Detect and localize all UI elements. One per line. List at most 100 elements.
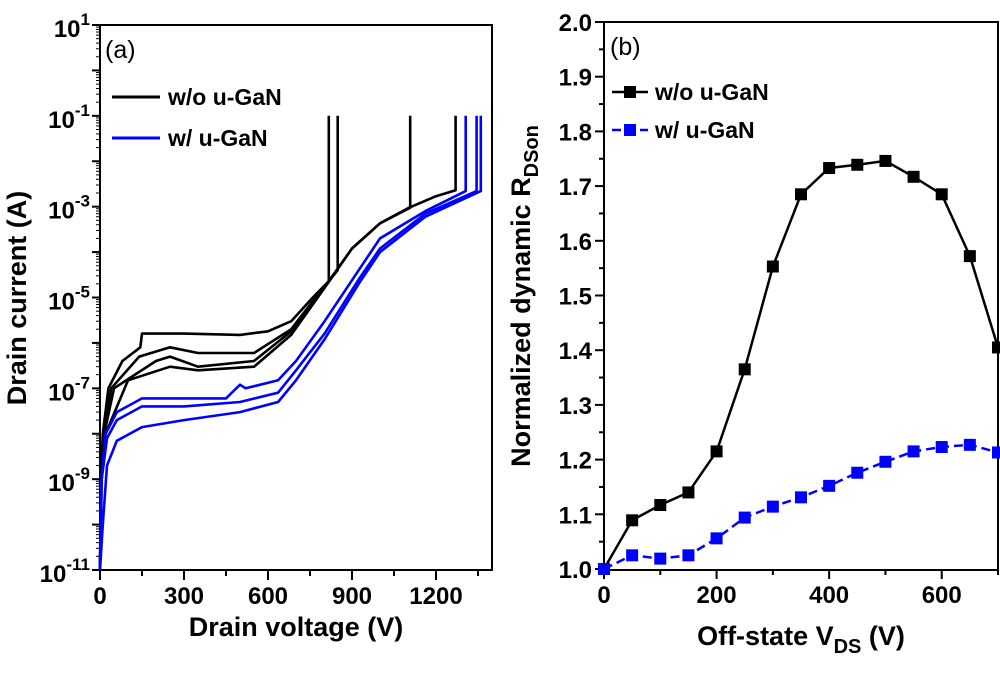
y-tick-label-a: 10-5 — [48, 283, 90, 316]
panel-a-label: (a) — [105, 36, 136, 64]
data-point — [626, 549, 639, 562]
curve-without-u-gan — [98, 115, 331, 571]
y-tick-base: 10 — [48, 198, 75, 225]
y-tick-exp: -11 — [66, 555, 90, 574]
panel-a-axes-frame — [99, 24, 493, 571]
data-point — [823, 479, 836, 492]
data-point — [710, 532, 723, 545]
data-point — [626, 514, 639, 527]
x-tick-label-a: 1200 — [409, 583, 462, 610]
curve-without-u-gan — [98, 115, 457, 571]
y-tick-label-a: 10-3 — [48, 192, 90, 225]
x-tick-label-b: 400 — [809, 582, 849, 609]
y-tick-label-b: 1.8 — [559, 119, 592, 146]
y-tick-base: 10 — [48, 289, 75, 316]
data-point — [963, 250, 976, 263]
x-tick-label-a: 900 — [332, 583, 372, 610]
y-tick-exp: -7 — [75, 373, 90, 392]
y-tick-label-b: 1.0 — [559, 557, 592, 584]
panel-b: 0 200 400 600 1.0 1.1 1.2 1.3 1.4 1.5 1.6 1.7 1.8 1.9… — [506, 10, 1000, 658]
y-tick-base: 10 — [48, 470, 75, 497]
curve-without-u-gan — [98, 115, 412, 571]
data-point — [682, 549, 695, 562]
y-tick-label-b: 1.4 — [559, 338, 593, 365]
data-point — [879, 154, 892, 167]
x-axis-title-b: Off-state VDS (V) — [697, 621, 905, 658]
x-axis-title-b-sub: DS — [834, 636, 862, 658]
series-with-u-gan — [598, 438, 1000, 575]
x-tick-label-a: 300 — [164, 583, 204, 610]
x-tick-label-b: 600 — [922, 582, 962, 609]
panel-a: 0 300 600 900 120010110-110-310-510-710-910-… — [2, 10, 493, 642]
y-tick-label-b: 1.7 — [559, 174, 592, 201]
data-point — [766, 500, 779, 513]
data-point — [992, 341, 1000, 354]
y-tick-label-b: 1.6 — [559, 229, 592, 256]
y-tick-label-b: 1.3 — [559, 393, 592, 420]
y-axis-title-b-main: Normalized dynamic R — [506, 177, 536, 467]
legend-b-marker-blue — [624, 124, 636, 136]
legend-b-label-blue: w/ u-GaN — [654, 117, 755, 143]
curve-with-u-gan — [98, 115, 478, 571]
legend-a-label-blue: w/ u-GaN — [167, 125, 268, 151]
y-tick-exp: -5 — [75, 283, 90, 302]
y-tick-base: 10 — [40, 561, 67, 588]
curve-with-u-gan — [98, 115, 483, 571]
data-point — [710, 445, 723, 458]
data-point — [682, 486, 695, 499]
data-point — [738, 363, 751, 376]
data-point — [963, 438, 976, 451]
data-point — [823, 162, 836, 175]
legend-b-marker-black — [624, 86, 636, 98]
series-without-u-gan — [598, 154, 1000, 575]
y-tick-exp: -1 — [75, 101, 90, 120]
y-tick-base: 10 — [48, 379, 75, 406]
y-tick-label-a: 10-1 — [48, 101, 90, 134]
x-tick-label-b: 0 — [597, 582, 610, 609]
curve-without-u-gan — [98, 115, 340, 571]
data-point — [851, 466, 864, 479]
x-tick-label-b: 200 — [697, 582, 737, 609]
y-tick-label-b: 1.1 — [559, 502, 592, 529]
x-axis-title-b-tail: (V) — [861, 621, 905, 651]
y-tick-label-a: 10-11 — [40, 555, 90, 588]
data-point — [654, 499, 667, 512]
data-point — [907, 170, 920, 183]
data-point — [766, 260, 779, 273]
y-axis-title-a: Drain current (A) — [2, 191, 32, 406]
data-point — [795, 188, 807, 201]
y-tick-base: 10 — [48, 107, 75, 134]
legend-a-label-black: w/o u-GaN — [167, 84, 282, 110]
data-point — [598, 563, 610, 575]
data-point — [935, 441, 948, 454]
x-axis-title-a: Drain voltage (V) — [189, 612, 404, 642]
data-point — [992, 446, 1000, 459]
x-tick-label-a: 0 — [93, 583, 106, 610]
data-point — [935, 188, 948, 201]
data-point — [738, 511, 751, 524]
legend-b-blue: w/ u-GaN — [612, 117, 755, 143]
legend-b-black: w/o u-GaN — [612, 79, 769, 105]
legend-b-label-black: w/o u-GaN — [654, 79, 769, 105]
y-tick-label-b: 1.9 — [559, 65, 592, 92]
curve-with-u-gan — [98, 115, 468, 571]
data-point — [851, 158, 864, 171]
y-axis-title-b: Normalized dynamic RDSon — [506, 125, 543, 467]
y-tick-label-b: 1.2 — [559, 448, 592, 475]
data-point — [907, 445, 920, 458]
data-point — [654, 552, 667, 565]
panel-b-label: (b) — [610, 33, 641, 61]
y-tick-base: 10 — [54, 16, 81, 43]
y-tick-label-b: 1.5 — [559, 284, 592, 311]
y-tick-label-a: 10-7 — [48, 373, 90, 406]
y-tick-label-b: 2.0 — [559, 10, 592, 37]
y-tick-exp: 1 — [81, 10, 90, 29]
x-tick-label-a: 600 — [248, 583, 288, 610]
y-tick-label-a: 101 — [54, 10, 90, 43]
y-tick-exp: -3 — [75, 192, 90, 211]
y-tick-label-a: 10-9 — [48, 464, 90, 497]
y-axis-title-b-sub: DSon — [521, 125, 543, 177]
data-point — [879, 455, 892, 468]
y-tick-exp: -9 — [75, 464, 90, 483]
